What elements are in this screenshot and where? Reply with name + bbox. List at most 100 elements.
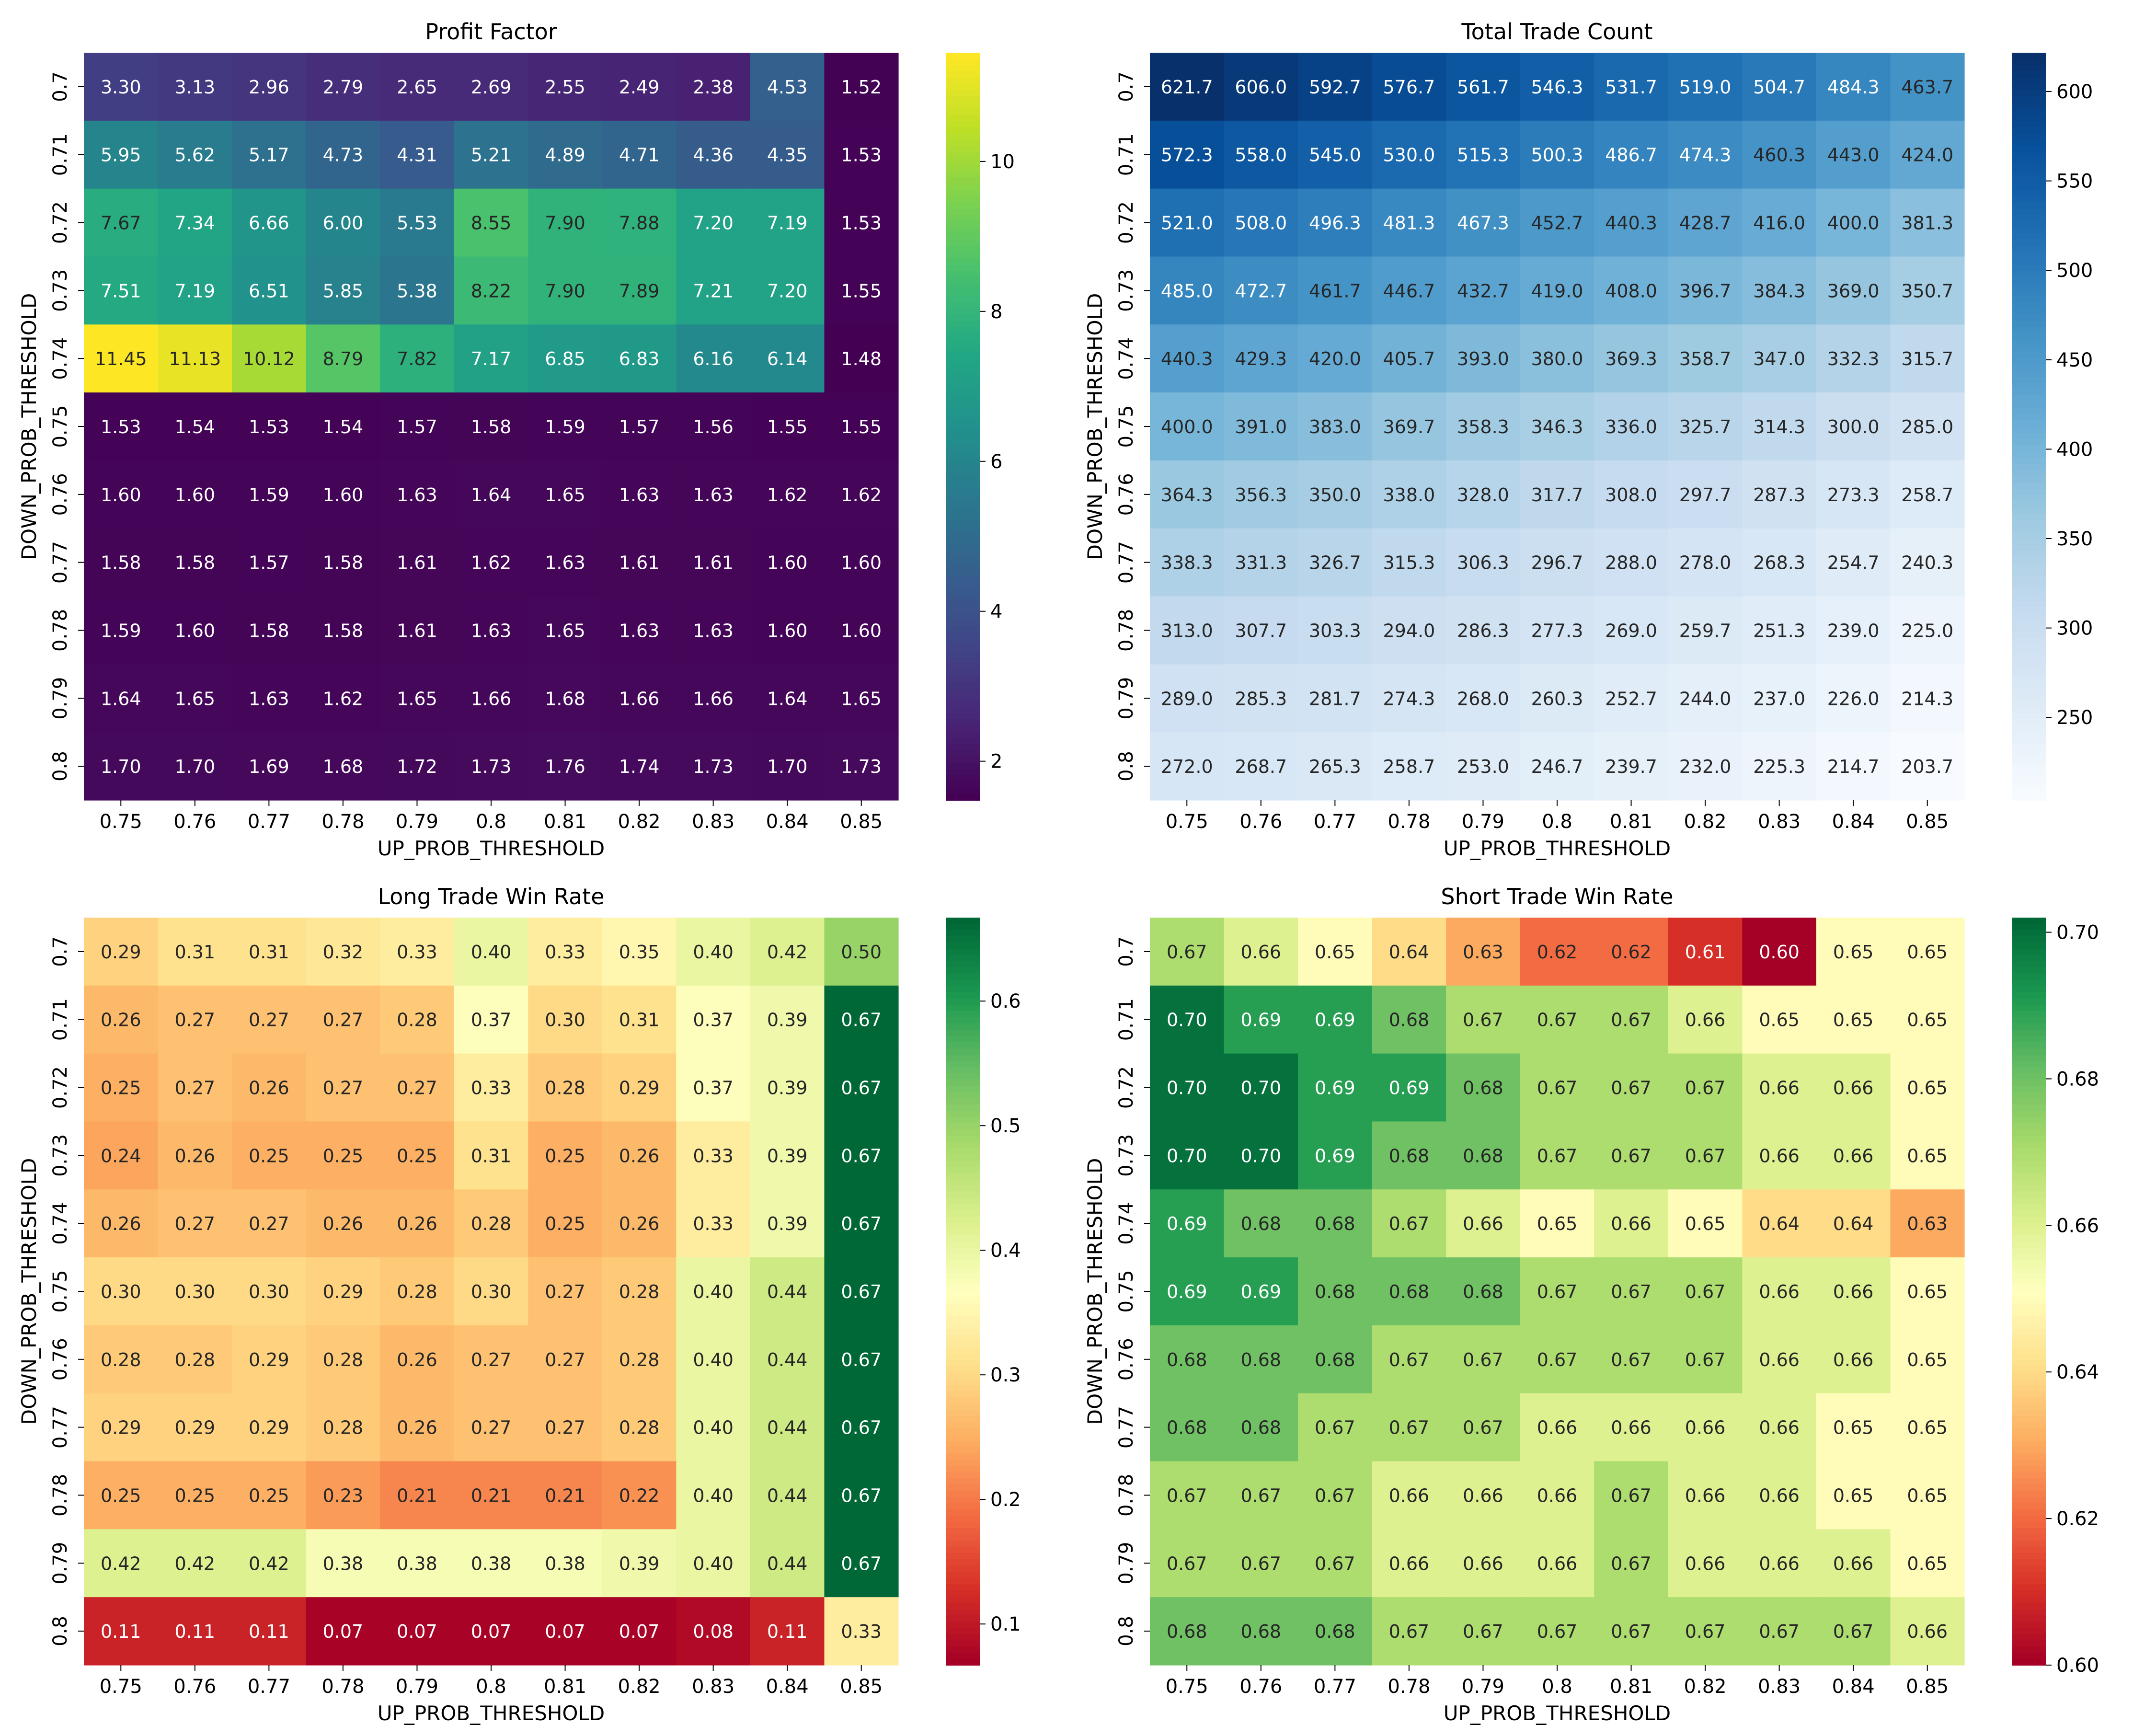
colorbar-segment xyxy=(2012,532,2046,539)
heatmap-cell xyxy=(750,1393,825,1462)
colorbar-segment xyxy=(946,924,980,931)
heatmap-cell xyxy=(824,392,899,461)
heatmap-cell xyxy=(602,1529,677,1598)
heatmap-cell xyxy=(306,1121,380,1190)
cell-label: 0.31 xyxy=(249,942,289,963)
colorbar-segment xyxy=(2012,1248,2046,1254)
cell-label: 0.42 xyxy=(101,1553,141,1574)
colorbar-segment xyxy=(946,103,980,109)
colorbar-segment xyxy=(2012,339,2046,346)
colorbar-segment xyxy=(946,227,980,234)
heatmap-cell xyxy=(1594,1121,1669,1190)
cell-label: 268.7 xyxy=(1235,756,1287,777)
y-tick-label: 0.7 xyxy=(1115,71,1137,102)
colorbar-segment xyxy=(946,974,980,980)
cell-label: 0.68 xyxy=(1241,1417,1282,1438)
cell-label: 1.64 xyxy=(101,688,141,709)
heatmap-cell xyxy=(1298,1053,1373,1122)
cell-label: 0.68 xyxy=(1315,1349,1355,1370)
heatmap-cell xyxy=(1594,392,1669,461)
heatmap-cell xyxy=(454,392,528,461)
heatmap-cell xyxy=(1150,732,1225,801)
heatmap-cell xyxy=(454,1325,528,1394)
heatmap-cell xyxy=(380,732,455,801)
heatmap-cell xyxy=(1742,1189,1817,1258)
colorbar-segment xyxy=(946,725,980,732)
heatmap-cell xyxy=(158,1325,232,1394)
cell-label: 1.60 xyxy=(175,484,216,506)
colorbar-segment xyxy=(2012,757,2046,763)
x-tick-label: 0.76 xyxy=(173,811,216,833)
cell-label: 1.65 xyxy=(397,688,437,709)
heatmap-cell xyxy=(1668,596,1743,665)
colorbar-segment xyxy=(2012,65,2046,72)
cell-label: 0.67 xyxy=(1463,1010,1503,1031)
x-tick-label: 0.81 xyxy=(1610,1676,1652,1698)
heatmap-cell xyxy=(528,53,603,121)
heatmap-cell xyxy=(602,985,677,1054)
colorbar-segment xyxy=(946,663,980,670)
colorbar-tick-label: 10 xyxy=(990,151,1015,173)
cell-label: 239.7 xyxy=(1605,756,1657,777)
heatmap-cell xyxy=(1446,1257,1521,1326)
colorbar-segment xyxy=(946,1198,980,1205)
cell-label: 0.66 xyxy=(1833,1349,1874,1370)
heatmap-cell xyxy=(1372,53,1446,121)
x-tick-label: 0.84 xyxy=(766,1676,809,1698)
cell-label: 1.70 xyxy=(175,756,216,777)
cell-label: 0.27 xyxy=(175,1078,216,1099)
heatmap-cell xyxy=(454,256,528,325)
colorbar-segment xyxy=(2012,501,2046,508)
cell-label: 286.3 xyxy=(1457,620,1509,641)
cell-label: 621.7 xyxy=(1161,77,1213,98)
heatmap-cell xyxy=(602,392,677,461)
cell-label: 240.3 xyxy=(1901,552,1953,574)
heatmap-cell xyxy=(676,596,751,665)
colorbar-segment xyxy=(946,451,980,458)
colorbar-segment xyxy=(2012,1092,2046,1099)
colorbar-segment xyxy=(2012,750,2046,757)
cell-label: 5.95 xyxy=(101,145,141,166)
x-tick-label: 0.81 xyxy=(1610,811,1652,833)
colorbar-segment xyxy=(2012,90,2046,97)
cell-label: 0.33 xyxy=(693,1213,734,1234)
cell-label: 0.07 xyxy=(545,1621,585,1642)
colorbar-segment xyxy=(946,943,980,949)
cell-label: 265.3 xyxy=(1309,756,1361,777)
colorbar-segment xyxy=(2012,1204,2046,1211)
y-tick-label: 0.73 xyxy=(49,269,71,312)
heatmap-cell xyxy=(380,460,455,529)
heatmap-cell xyxy=(1372,1393,1446,1462)
cell-label: 0.67 xyxy=(1463,1417,1503,1438)
colorbar-segment xyxy=(946,1179,980,1186)
cell-label: 0.69 xyxy=(1389,1078,1430,1099)
colorbar-tick-label: 0.4 xyxy=(990,1240,1021,1262)
colorbar-segment xyxy=(2012,1441,2046,1448)
heatmap-cell xyxy=(1224,120,1298,189)
chart-title: Total Trade Count xyxy=(1461,19,1652,45)
heatmap-cell xyxy=(454,1189,528,1258)
colorbar-segment xyxy=(2012,507,2046,514)
colorbar-segment xyxy=(946,159,980,165)
cell-label: 239.0 xyxy=(1827,620,1880,641)
cell-label: 1.70 xyxy=(101,756,141,777)
heatmap-cell xyxy=(84,596,159,665)
colorbar-tick-label: 500 xyxy=(2056,260,2093,282)
colorbar-segment xyxy=(2012,420,2046,427)
colorbar-segment xyxy=(946,1572,980,1578)
colorbar-segment xyxy=(946,551,980,558)
heatmap-cell xyxy=(84,53,159,121)
heatmap-cell xyxy=(232,1597,307,1666)
cell-label: 0.67 xyxy=(1241,1553,1282,1574)
cell-label: 336.0 xyxy=(1605,416,1657,437)
cell-label: 0.40 xyxy=(693,1553,734,1574)
heatmap-cell xyxy=(158,918,232,986)
colorbar-segment xyxy=(2012,1640,2046,1647)
colorbar-segment xyxy=(946,1042,980,1049)
heatmap-cell xyxy=(84,460,159,529)
cell-label: 0.67 xyxy=(1611,1621,1651,1642)
colorbar-segment xyxy=(946,489,980,495)
colorbar-segment xyxy=(946,601,980,608)
cell-label: 0.65 xyxy=(1833,942,1874,963)
